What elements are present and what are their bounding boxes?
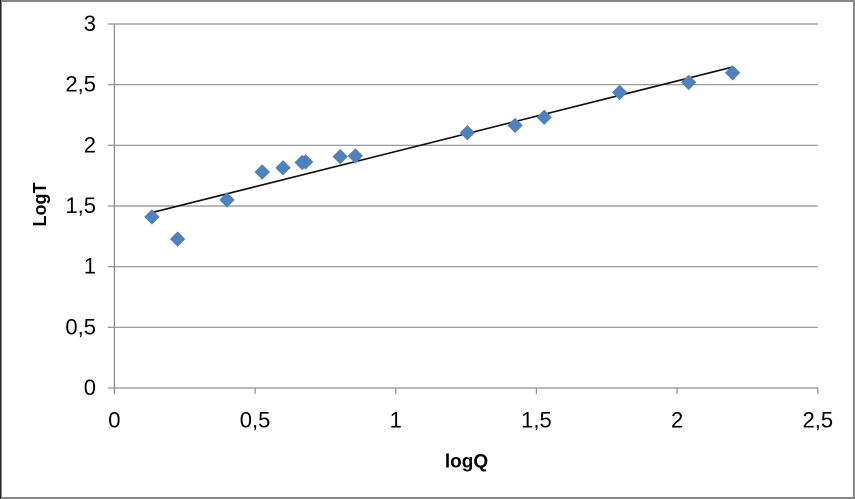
svg-text:1,5: 1,5 <box>521 408 552 433</box>
svg-text:1: 1 <box>84 254 96 279</box>
svg-text:0: 0 <box>84 375 96 400</box>
svg-text:0,5: 0,5 <box>65 314 96 339</box>
svg-text:0: 0 <box>108 408 120 433</box>
svg-text:1: 1 <box>390 408 402 433</box>
svg-text:1,5: 1,5 <box>65 193 96 218</box>
svg-text:2: 2 <box>84 132 96 157</box>
svg-text:2: 2 <box>671 408 683 433</box>
svg-text:2,5: 2,5 <box>803 408 834 433</box>
svg-text:LogT: LogT <box>30 183 50 227</box>
svg-text:0,5: 0,5 <box>240 408 271 433</box>
svg-text:2,5: 2,5 <box>65 72 96 97</box>
svg-text:3: 3 <box>84 11 96 36</box>
svg-text:logQ: logQ <box>445 452 488 473</box>
